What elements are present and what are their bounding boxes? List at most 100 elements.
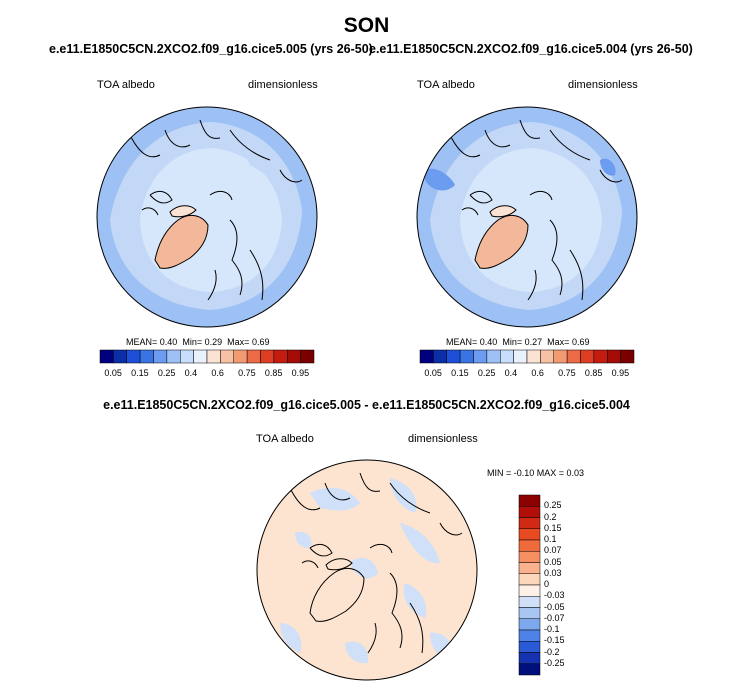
panel-1-colorbar-tick-label: 0.05 [104,368,122,378]
diff-units-label: dimensionless [408,433,478,445]
panel-2-field-label: TOA albedo [417,79,475,91]
diff-colorbar-tick-label: -0.07 [544,612,565,623]
panel-1-max-label: Max= [227,337,250,347]
panel-2-colorbar-tick-label: 0.15 [451,368,469,378]
panel-1-units-label: dimensionless [248,79,318,91]
panel-1-colorbar [99,349,315,364]
diff-colorbar-tick-label: -0.15 [544,635,565,646]
panel-1-stats: MEAN= 0.40 Min= 0.29 Max= 0.69 [126,337,269,347]
diff-panel-title: e.e11.E1850C5CN.2XCO2.f09_g16.cice5.005 … [103,398,630,412]
diff-colorbar-swatch [518,663,541,676]
figure-title: SON [343,14,390,37]
panel-1-colorbar-swatch [273,349,288,364]
panel-1-mean-label: MEAN= [126,337,158,347]
diff-colorbar-tick-label: -0.25 [544,657,565,668]
panel-2-min-value: 0.27 [524,337,543,347]
diff-colorbar-swatch [518,629,541,642]
panel-2-colorbar-swatch [607,349,621,364]
diff-stats: MIN = -0.10 MAX = 0.03 [487,468,585,478]
panel-2-colorbar-tick-label: 0.4 [504,368,518,378]
panel-2-colorbar-swatch [526,349,541,364]
panel-2-colorbar-swatch [513,349,528,364]
diff-colorbar-swatch [518,596,541,608]
panel-1-colorbar-swatch [113,349,127,364]
panel-1-max-value: 0.69 [251,337,270,347]
panel-2-colorbar-tick-label: 0.05 [424,368,442,378]
panel-2-polar-map [416,106,638,328]
panel-2-colorbar-swatch [593,349,608,364]
panel-1-min-value: 0.29 [204,337,223,347]
panel-2-stats: MEAN= 0.40 Min= 0.27 Max= 0.69 [446,337,589,347]
diff-colorbar-swatch [518,539,541,552]
panel-1-colorbar-swatch [233,349,248,364]
diff-colorbar-swatch [518,551,541,563]
panel-2-colorbar-swatch [580,349,595,364]
diff-colorbar-tick-label: 0.03 [544,567,562,578]
panel-1-colorbar-tick-label: 0.75 [238,368,256,378]
panel-1-colorbar-swatch [206,349,221,364]
panel-1-colorbar-labels: 0.05 0.15 0.25 0.4 0.6 0.75 0.85 0.95 [100,368,314,380]
diff-colorbar [518,494,541,676]
diff-colorbar-swatch [518,641,541,653]
panel-1-colorbar-swatch [246,349,261,364]
diff-colorbar-swatch [518,652,541,664]
diff-colorbar-tick-label: 0.07 [544,545,562,556]
panel-1-colorbar-swatch [220,349,234,364]
diff-colorbar-tick-label: 0.05 [544,556,562,567]
panel-2-colorbar-swatch [419,349,434,364]
panel-1-colorbar-swatch [153,349,168,364]
diff-colorbar-swatch [518,562,541,574]
diff-colorbar-swatch [518,584,541,597]
panel-1-polar-map [96,106,318,328]
diff-colorbar-tick-label: 0 [544,579,550,589]
panel-1-min-label: Min= [182,337,203,347]
panel-2-colorbar-swatch [446,349,461,364]
panel-1-colorbar-swatch [126,349,141,364]
diff-colorbar-swatch [518,618,541,631]
diff-colorbar-swatch [518,506,541,518]
diff-colorbar-tick-label: -0.05 [544,601,565,612]
diff-colorbar-swatch [518,517,541,529]
panel-1-colorbar-tick-label: 0.4 [184,368,198,378]
panel-2-max-value: 0.69 [571,337,590,347]
panel-1-colorbar-tick-label: 0.95 [291,368,310,378]
panel-2-colorbar-swatch [459,349,474,364]
diff-colorbar-tick-label: -0.1 [544,624,560,634]
panel-2-mean-value: 0.40 [479,337,498,347]
panel-2-colorbar-labels: 0.05 0.15 0.25 0.4 0.6 0.75 0.85 0.95 [420,368,634,380]
panel-1-case-title: e.e11.E1850C5CN.2XCO2.f09_g16.cice5.005 … [49,42,373,56]
panel-1-colorbar-swatch [166,349,181,364]
panel-2-colorbar-swatch [620,349,635,364]
panel-1-colorbar-tick-label: 0.25 [157,368,176,378]
panel-1-colorbar-swatch [139,349,154,364]
panel-2-mean-label: MEAN= [446,337,478,347]
diff-field-label: TOA albedo [256,433,314,445]
diff-colorbar-tick-label: 0.15 [544,522,562,533]
panel-1-field-label: TOA albedo [97,79,155,91]
panel-2-units-label: dimensionless [568,79,638,91]
panel-1-mean-value: 0.40 [159,337,178,347]
panel-2-case-title: e.e11.E1850C5CN.2XCO2.f09_g16.cice5.004 … [369,42,693,56]
panel-2-colorbar [419,349,635,364]
diff-colorbar-labels: 0.25 0.2 0.15 0.1 0.07 0.05 0.03 0 -0.03 -0.05 -0.… [544,495,584,675]
diff-colorbar-swatch [518,494,541,507]
panel-2-colorbar-swatch [540,349,554,364]
panel-2-colorbar-swatch [433,349,447,364]
diff-colorbar-swatch [518,573,541,586]
panel-2-colorbar-swatch [566,349,581,364]
panel-2-colorbar-tick-label: 0.6 [531,368,544,378]
panel-2-colorbar-tick-label: 0.75 [558,368,576,378]
panel-1-colorbar-tick-label: 0.85 [264,368,283,378]
panel-1-colorbar-swatch [193,349,208,364]
diff-colorbar-tick-label: 0.25 [544,500,562,511]
panel-2-colorbar-swatch [486,349,501,364]
panel-2-colorbar-tick-label: 0.85 [584,368,603,378]
panel-1-colorbar-tick-label: 0.15 [131,368,149,378]
panel-2-colorbar-tick-label: 0.25 [477,368,496,378]
diff-colorbar-swatch [518,528,541,541]
diff-colorbar-tick-label: -0.03 [544,590,565,601]
panel-1-colorbar-swatch [260,349,275,364]
panel-1-colorbar-swatch [287,349,301,364]
panel-1-colorbar-swatch [180,349,194,364]
panel-1-colorbar-swatch [300,349,315,364]
